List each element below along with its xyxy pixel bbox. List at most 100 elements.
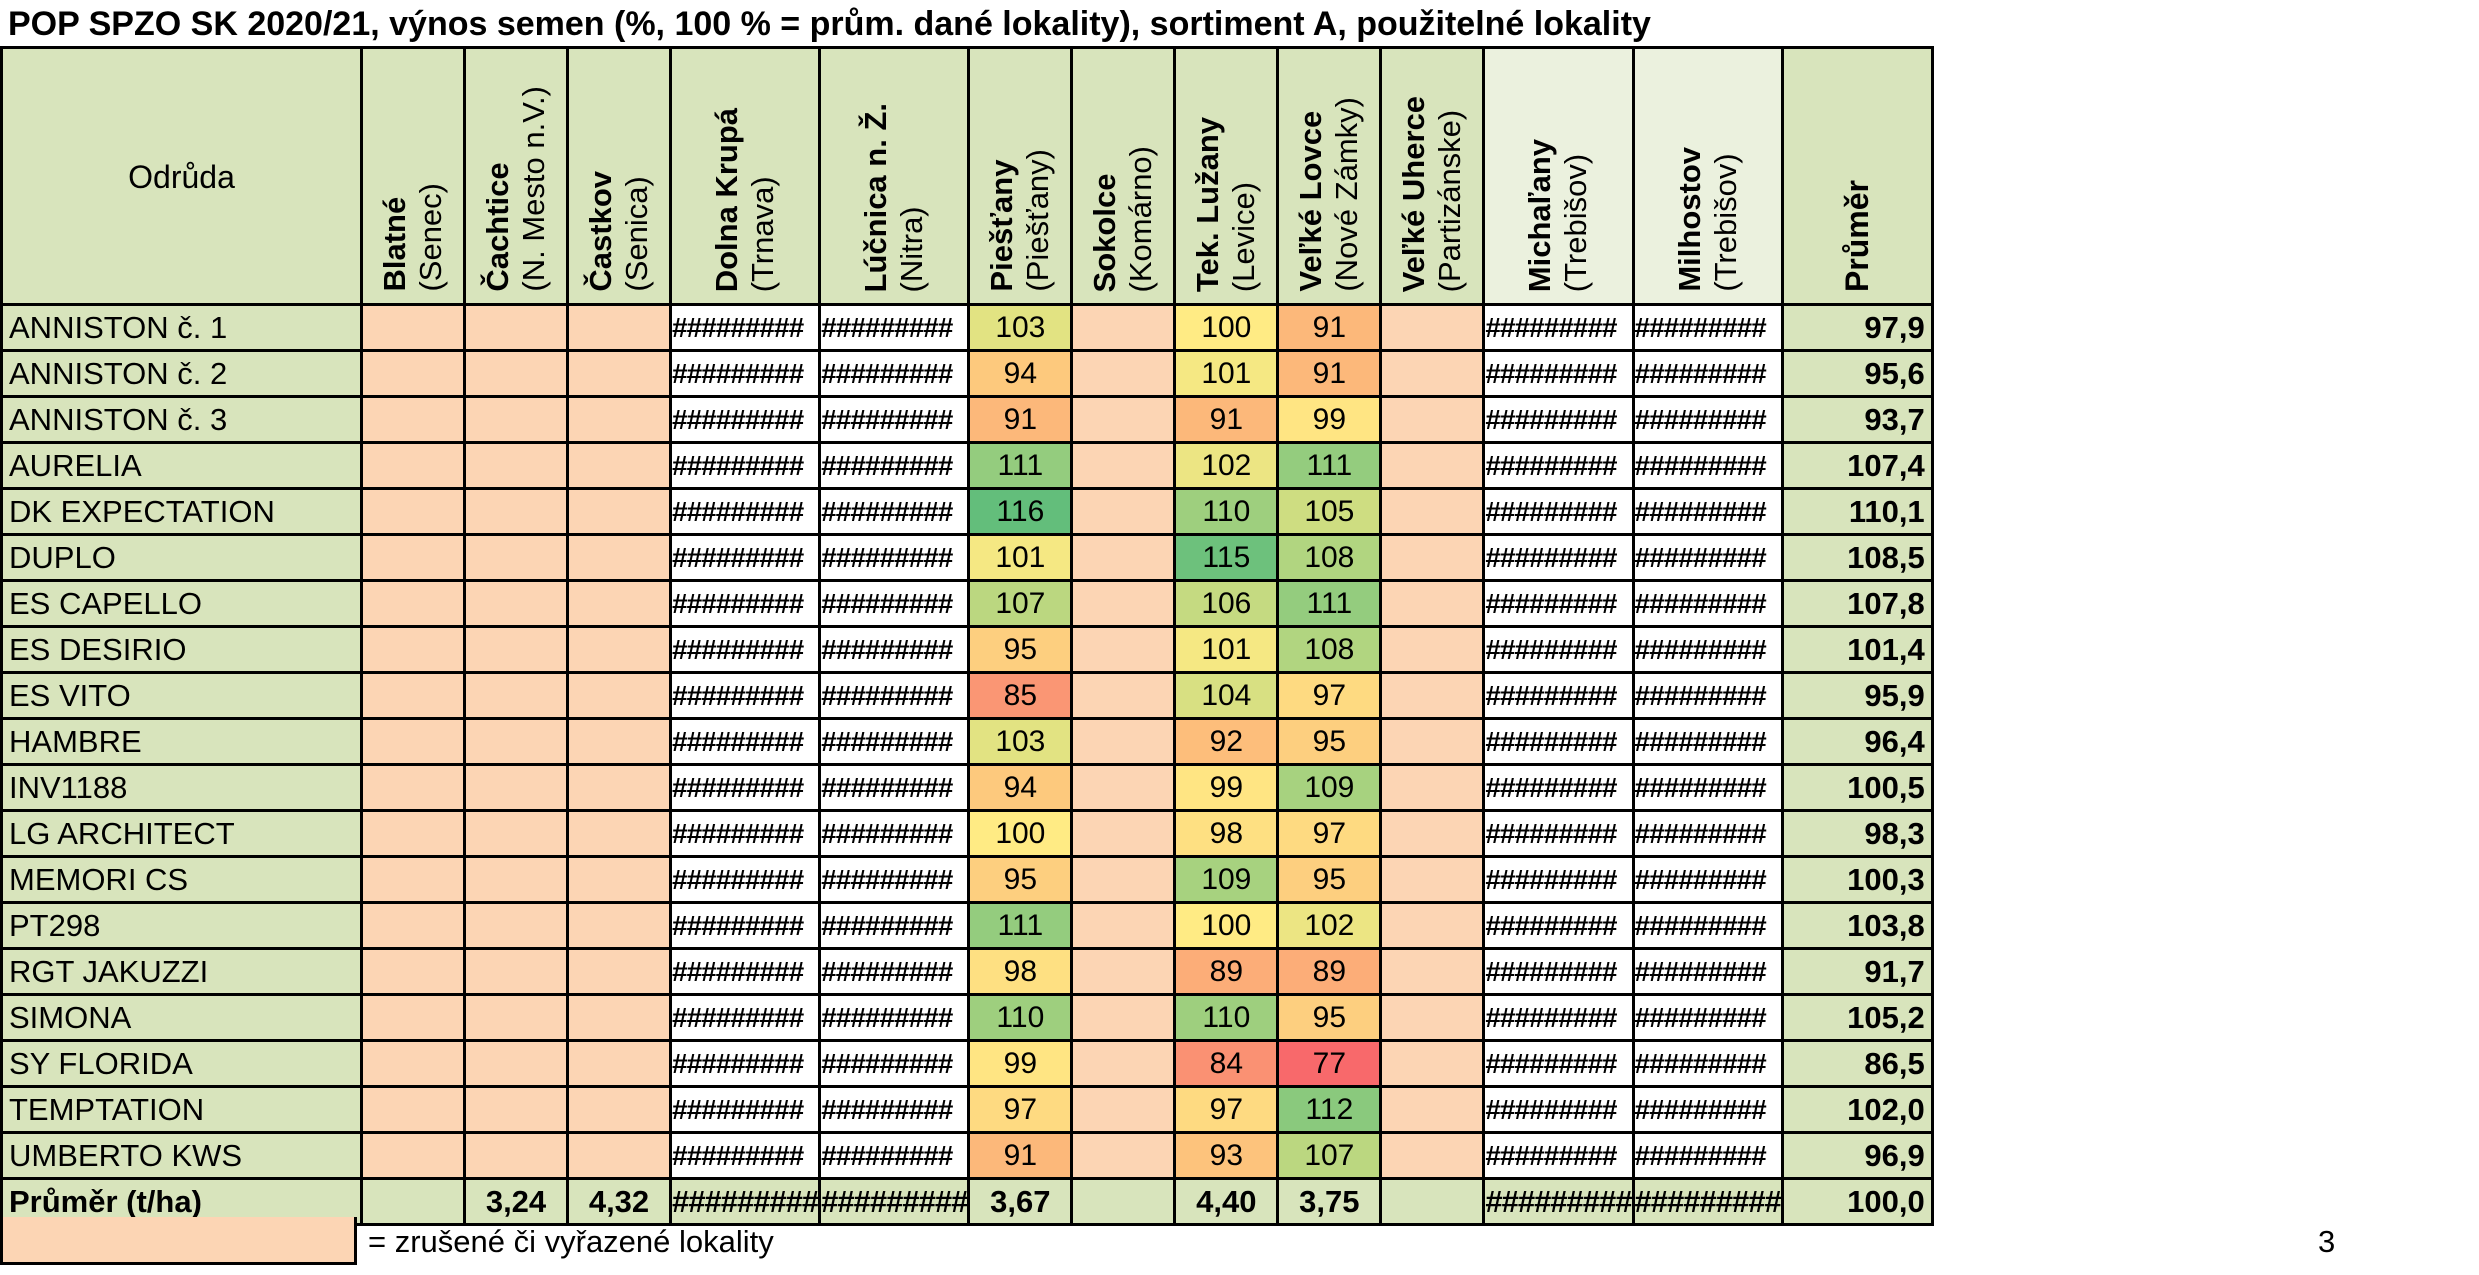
cancelled-cell [1379, 1085, 1486, 1134]
row-average: 101,4 [1780, 625, 1934, 674]
total-velke-lovce: 3,75 [1276, 1177, 1383, 1226]
velke-lovce-value: 99 [1276, 395, 1383, 444]
cancelled-cell [1379, 579, 1486, 628]
cancelled-cell [566, 625, 672, 674]
row-average: 95,6 [1780, 349, 1934, 398]
cancelled-cell [1070, 441, 1177, 490]
cancelled-cell [1070, 303, 1177, 352]
table-row: ANNISTON č. 3 ######### ######### 91 91 99 ###… [0, 395, 1934, 444]
location-region: (Levice) [1226, 181, 1262, 292]
location-header: Milhostov (Trebišov) [1631, 46, 1784, 306]
hash-cell: ######### [818, 1177, 971, 1226]
velke-lovce-value: 95 [1276, 855, 1383, 904]
table-row: ANNISTON č. 2 ######### ######### 94 101 91 ##… [0, 349, 1934, 398]
tek-luzany-value: 91 [1173, 395, 1280, 444]
variety-name: ES DESIRIO [0, 625, 363, 674]
velke-lovce-value: 97 [1276, 671, 1383, 720]
table-row: DUPLO ######### ######### 101 115 108 ########… [0, 533, 1934, 582]
velke-lovce-value: 95 [1276, 717, 1383, 766]
table-row: INV1188 ######### ######### 94 99 109 ########… [0, 763, 1934, 812]
location-region: (Trebišov) [1707, 153, 1743, 292]
cancelled-cell [566, 1039, 672, 1088]
location-region: (Senec) [413, 183, 448, 292]
hash-cell: ######### [668, 809, 822, 858]
cancelled-cell [463, 901, 569, 950]
hash-cell: ######### [1631, 947, 1784, 996]
cancelled-cell [1379, 533, 1486, 582]
cancelled-cell [1379, 441, 1486, 490]
table-row: ES VITO ######### ######### 85 104 97 ########… [0, 671, 1934, 720]
piestany-value: 111 [967, 901, 1074, 950]
hash-cell: ######### [1631, 763, 1784, 812]
velke-lovce-value: 109 [1276, 763, 1383, 812]
hash-cell: ######### [1631, 395, 1784, 444]
table-body: ANNISTON č. 1 ######### ######### 103 100 91 #… [0, 303, 1934, 1226]
table-row: SIMONA ######### ######### 110 110 95 ########… [0, 993, 1934, 1042]
row-average: 93,7 [1780, 395, 1934, 444]
tek-luzany-value: 92 [1173, 717, 1280, 766]
cancelled-cell [463, 947, 569, 996]
tek-luzany-value: 110 [1173, 993, 1280, 1042]
cancelled-cell [360, 947, 466, 996]
location-name: Sokolce [1087, 173, 1123, 292]
cancelled-cell [1070, 1131, 1177, 1180]
hash-cell: ######### [1482, 947, 1635, 996]
hash-cell: ######### [1631, 855, 1784, 904]
table-row: AURELIA ######### ######### 111 102 111 ######… [0, 441, 1934, 490]
cancelled-cell [360, 349, 466, 398]
legend-text: = zrušené či vyřazené lokality [368, 1224, 774, 1259]
table-row: SY FLORIDA ######### ######### 99 84 77 ######… [0, 1039, 1934, 1088]
hash-cell: ######### [818, 349, 971, 398]
table-row: MEMORI CS ######### ######### 95 109 95 ######… [0, 855, 1934, 904]
total-cell [1070, 1177, 1177, 1226]
tek-luzany-value: 110 [1173, 487, 1280, 536]
location-header: Sokolce (Komárno) [1070, 46, 1177, 306]
piestany-value: 107 [967, 579, 1074, 628]
cancelled-cell [360, 303, 466, 352]
hash-cell: ######### [668, 1131, 822, 1180]
hash-cell: ######### [668, 993, 822, 1042]
row-average: 110,1 [1780, 487, 1934, 536]
piestany-value: 95 [967, 855, 1074, 904]
total-cell [1379, 1177, 1486, 1226]
hash-cell: ######### [818, 625, 971, 674]
cancelled-cell [463, 717, 569, 766]
cancelled-cell [1070, 1039, 1177, 1088]
location-header: Michaľany (Trebišov) [1482, 46, 1635, 306]
location-name: Michaľany [1522, 138, 1558, 292]
hash-cell: ######### [1482, 993, 1635, 1042]
cancelled-cell [463, 625, 569, 674]
velke-lovce-value: 77 [1276, 1039, 1383, 1088]
hash-cell: ######### [668, 855, 822, 904]
variety-name: ANNISTON č. 2 [0, 349, 363, 398]
hash-cell: ######### [818, 579, 971, 628]
cancelled-cell [1070, 625, 1177, 674]
cancelled-cell [463, 533, 569, 582]
hash-cell: ######### [818, 1039, 971, 1088]
location-name: Milhostov [1671, 147, 1707, 292]
hash-cell: ######### [668, 1177, 822, 1226]
hash-cell: ######### [818, 441, 971, 490]
hash-cell: ######### [1631, 625, 1784, 674]
location-region: (Senica) [619, 176, 654, 292]
variety-name: ANNISTON č. 1 [0, 303, 363, 352]
row-average: 95,9 [1780, 671, 1934, 720]
hash-cell: ######### [818, 487, 971, 536]
table-row: PT298 ######### ######### 111 100 102 ########… [0, 901, 1934, 950]
hash-cell: ######### [1482, 1039, 1635, 1088]
row-average: 97,9 [1780, 303, 1934, 352]
location-region: (N. Mesto n.V.) [516, 86, 551, 292]
piestany-value: 100 [967, 809, 1074, 858]
piestany-value: 103 [967, 303, 1074, 352]
tek-luzany-value: 102 [1173, 441, 1280, 490]
hash-cell: ######### [1482, 1131, 1635, 1180]
tek-luzany-value: 101 [1173, 349, 1280, 398]
cancelled-cell [360, 441, 466, 490]
average-column-header: Průměr [1780, 46, 1934, 306]
cancelled-cell [1070, 579, 1177, 628]
hash-cell: ######### [668, 1039, 822, 1088]
table-row: TEMPTATION ######### ######### 97 97 112 #####… [0, 1085, 1934, 1134]
cancelled-cell [463, 855, 569, 904]
tek-luzany-value: 100 [1173, 303, 1280, 352]
location-region: (Piešťany) [1020, 149, 1056, 292]
